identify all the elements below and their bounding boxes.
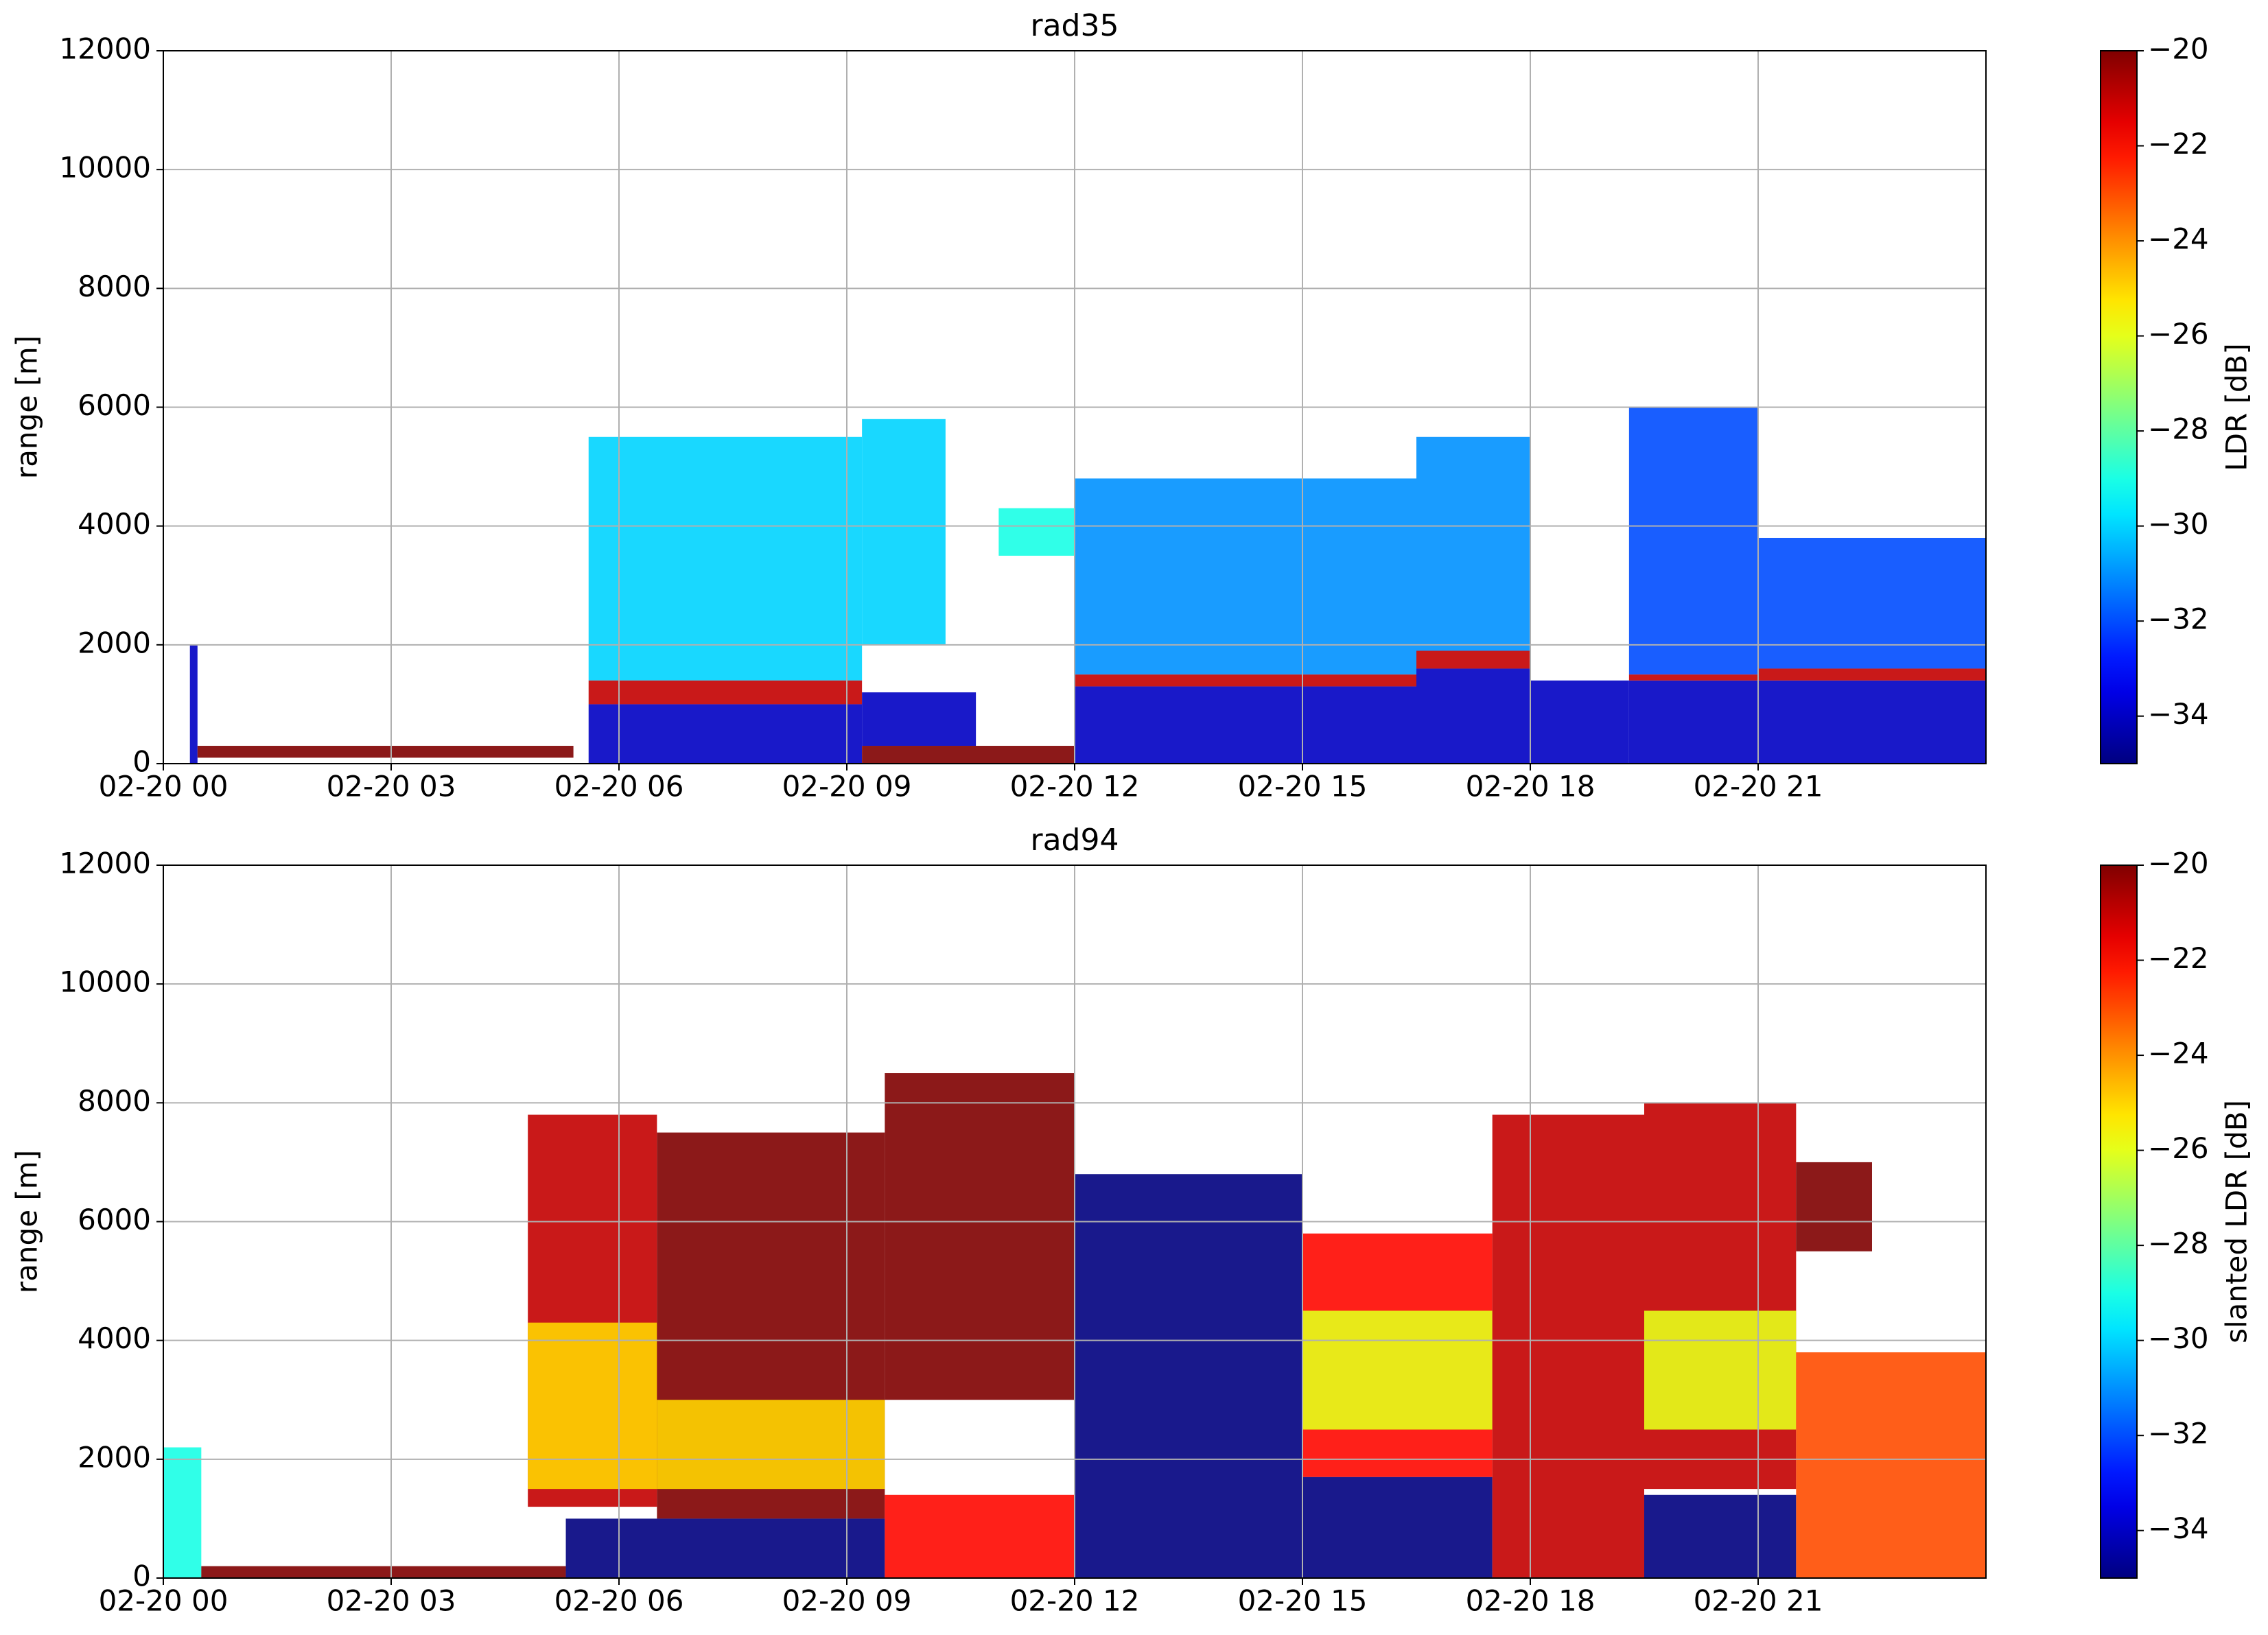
heat-cell [862,419,946,645]
colorbar-tick-label: −32 [2148,1417,2209,1450]
heat-cell [657,1400,885,1490]
x-tick-label: 02-20 09 [782,770,912,803]
chart-title: rad94 [1031,823,1119,858]
heat-cell [1796,1162,1872,1251]
x-tick-label: 02-20 12 [1010,770,1140,803]
heat-cell [163,1447,202,1578]
x-tick-label: 02-20 00 [99,1584,229,1618]
x-tick-label: 02-20 03 [327,1584,456,1618]
heat-cell [189,644,198,764]
heat-cell [862,746,1075,764]
y-tick-label: 10000 [59,965,151,999]
colorbar-tick-label: −26 [2148,1131,2209,1165]
heat-cell [1075,478,1416,675]
colorbar-tick-label: −30 [2148,1321,2209,1355]
colorbar-tick-label: −34 [2148,1512,2209,1545]
colorbar-tick-label: −34 [2148,697,2209,731]
x-tick-label: 02-20 03 [327,770,456,803]
y-axis-label: range [m] [10,336,44,479]
heat-cell [1628,407,1758,675]
heat-cell [1492,1114,1644,1578]
colorbar [2100,864,2138,1579]
x-tick-label: 02-20 21 [1694,1584,1823,1618]
heat-cell [588,704,863,764]
x-tick-label: 02-20 06 [554,770,684,803]
y-axis-label: range [m] [10,1150,44,1293]
y-tick-label: 2000 [78,626,151,659]
y-tick-label: 4000 [78,1321,151,1355]
heat-cell [1758,668,1986,681]
colorbar-tick-label: −32 [2148,602,2209,636]
y-tick-label: 12000 [59,847,151,880]
colorbar-tick-label: −24 [2148,222,2209,256]
heat-cell [862,692,977,746]
x-tick-label: 02-20 15 [1238,1584,1368,1618]
heat-cell [1644,1103,1797,1490]
heat-cell [1628,674,1758,681]
colorbar-tick-label: −28 [2148,412,2209,446]
heat-cell [1416,650,1530,669]
y-tick-label: 6000 [78,1203,151,1236]
colorbar-tick-label: −22 [2148,941,2209,975]
y-tick-label: 12000 [59,32,151,66]
y-tick-label: 6000 [78,388,151,422]
heat-cell [1075,686,1416,764]
colorbar-tick-label: −24 [2148,1037,2209,1070]
colorbar-tick-label: −26 [2148,317,2209,351]
heat-cell [1758,537,1986,669]
heat-cell [1644,1494,1797,1578]
y-tick-label: 0 [132,745,151,779]
heat-cell [1796,1352,1986,1578]
heat-cell [885,1494,1075,1578]
heat-cell [998,508,1075,556]
colorbar-tick-label: −28 [2148,1227,2209,1260]
y-tick-label: 0 [132,1560,151,1593]
y-tick-label: 10000 [59,151,151,185]
y-tick-label: 8000 [78,270,151,303]
y-tick-label: 4000 [78,507,151,541]
heat-cell [1416,668,1530,764]
x-tick-label: 02-20 18 [1466,770,1595,803]
colorbar-tick-label: −22 [2148,127,2209,161]
colorbar-label: slanted LDR [dB] [2220,1100,2254,1343]
colorbar-tick-label: −20 [2148,847,2209,880]
heat-cell [588,680,863,705]
heat-cell [1644,1310,1797,1430]
colorbar [2100,50,2138,764]
x-tick-label: 02-20 18 [1466,1584,1595,1618]
heat-cell [1758,680,1986,764]
x-tick-label: 02-20 06 [554,1584,684,1618]
y-tick-label: 8000 [78,1084,151,1118]
heat-cell [588,436,863,681]
plot-frame [163,50,1987,764]
heat-cell [1628,680,1758,764]
heat-cell [1530,680,1629,764]
heat-cell [1302,1310,1493,1430]
colorbar-tick-label: −30 [2148,507,2209,541]
x-tick-label: 02-20 12 [1010,1584,1140,1618]
colorbar-tick-label: −20 [2148,32,2209,66]
heat-cell [528,1322,657,1490]
x-tick-label: 02-20 00 [99,770,229,803]
heat-cell [1075,1174,1302,1578]
x-tick-label: 02-20 09 [782,1584,912,1618]
x-tick-label: 02-20 21 [1694,770,1823,803]
heat-cell [565,1518,885,1578]
heat-cell [201,1566,566,1578]
heat-cell [1302,1477,1493,1578]
y-tick-label: 2000 [78,1440,151,1474]
x-tick-label: 02-20 15 [1238,770,1368,803]
heat-cell [1416,436,1530,651]
chart-title: rad35 [1031,8,1119,43]
plot-frame [163,864,1987,1579]
heat-cell [885,1073,1075,1400]
heat-cell [1075,674,1416,687]
heat-cell [197,746,574,758]
colorbar-label: LDR [dB] [2220,343,2254,471]
